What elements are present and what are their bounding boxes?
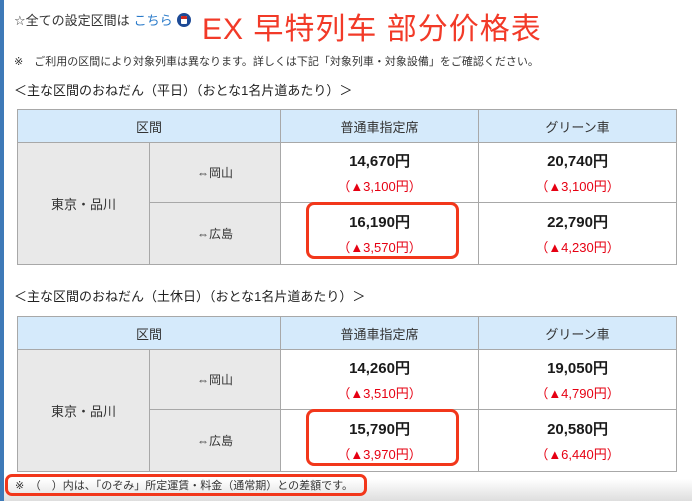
price-table-weekday: 区間 普通車指定席 グリーン車 東京・品川 ⇔岡山 14,670円 （▲3,10… (16, 109, 678, 265)
route-cell-okayama: ⇔岡山 (148, 349, 282, 410)
price-value: 22,790円 (547, 214, 608, 231)
price-value: 20,740円 (547, 153, 608, 170)
top-link-row: ☆全ての設定区間は こちら (14, 10, 191, 29)
price-diff: （▲4,230円） (535, 240, 620, 255)
price-value: 14,260円 (349, 360, 410, 377)
col-header-section: 区間 (16, 316, 282, 350)
price-diff: （▲3,100円） (535, 179, 620, 194)
col-header-green-car: グリーン車 (478, 109, 678, 143)
col-header-standard-seat: 普通車指定席 (280, 109, 480, 143)
price-value: 19,050円 (547, 360, 608, 377)
price-cell-green: 22,790円 （▲4,230円） (478, 202, 678, 265)
origin-cell: 東京・品川 (17, 142, 150, 265)
price-diff: （▲3,510円） (337, 386, 422, 401)
price-cell-green: 19,050円 （▲4,790円） (478, 349, 678, 410)
footer-note-box: ※ （ ）内は、「のぞみ」所定運賃・料金（通常期）との差額です。 (5, 474, 367, 496)
section-heading-holiday: ＜主な区間のおねだん（土休日）（おとな1名片道あたり）＞ (14, 289, 366, 304)
price-diff: （▲4,790円） (535, 386, 620, 401)
section-heading-weekday: ＜主な区間のおねだん（平日）（おとな1名片道あたり）＞ (14, 83, 353, 98)
left-accent-bar (0, 0, 4, 501)
price-cell-green: 20,740円 （▲3,100円） (478, 142, 678, 203)
price-diff: （▲3,570円） (337, 240, 422, 255)
price-table-holiday: 区間 普通車指定席 グリーン車 東京・品川 ⇔岡山 14,260円 （▲3,51… (16, 316, 678, 472)
price-value: 14,670円 (349, 153, 410, 170)
table-row: 東京・品川 ⇔岡山 14,670円 （▲3,100円） 20,740円 （▲3,… (17, 142, 678, 265)
price-cell-standard: 14,670円 （▲3,100円） (280, 142, 480, 203)
top-link-prefix: ☆全ての設定区間は (14, 13, 130, 28)
table-row: 東京・品川 ⇔岡山 14,260円 （▲3,510円） 19,050円 （▲4,… (17, 349, 678, 472)
pdf-icon[interactable] (176, 12, 191, 27)
all-sections-link[interactable]: こちら (133, 13, 173, 28)
price-diff: （▲3,100円） (337, 179, 422, 194)
price-value: 16,190円 (349, 214, 410, 231)
footer-note-text: ※ （ ）内は、「のぞみ」所定運賃・料金（通常期）との差額です。 (15, 480, 354, 492)
origin-cell: 東京・品川 (17, 349, 150, 472)
price-value: 20,580円 (547, 421, 608, 438)
price-cell-standard-highlighted: 15,790円 （▲3,970円） (280, 409, 480, 472)
table-row: ⇔広島 16,190円 （▲3,570円） 22,790円 （▲4,230円） (18, 202, 678, 265)
page-title: EX 早特列车 部分价格表 (202, 13, 542, 46)
col-header-section: 区間 (16, 109, 282, 143)
price-cell-standard: 14,260円 （▲3,510円） (280, 349, 480, 410)
col-header-green-car: グリーン車 (478, 316, 678, 350)
price-cell-standard-highlighted: 16,190円 （▲3,570円） (280, 202, 480, 265)
route-cell-hiroshima: ⇔広島 (148, 409, 282, 472)
col-header-standard-seat: 普通車指定席 (280, 316, 480, 350)
route-cell-hiroshima: ⇔広島 (148, 202, 282, 265)
usage-note: ※ ご利用の区間により対象列車は異なります。詳しくは下記「対象列車・対象設備」を… (14, 56, 539, 68)
price-value: 15,790円 (349, 421, 410, 438)
price-diff: （▲3,970円） (337, 447, 422, 462)
price-cell-green: 20,580円 （▲6,440円） (478, 409, 678, 472)
price-diff: （▲6,440円） (535, 447, 620, 462)
route-cell-okayama: ⇔岡山 (148, 142, 282, 203)
